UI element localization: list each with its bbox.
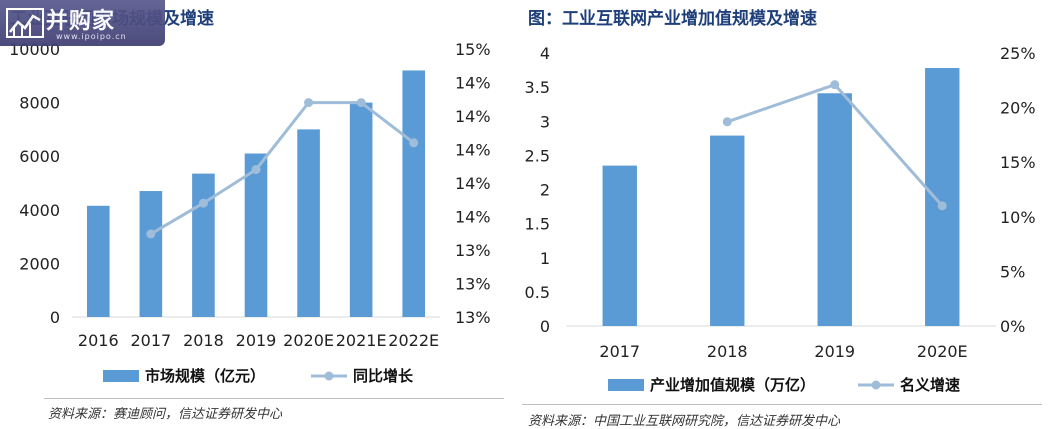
legend-line-label: 同比增长 [353, 367, 414, 385]
y-left-tick-label: 0.5 [525, 283, 550, 302]
bar-2021E [349, 102, 373, 317]
growth-point [146, 229, 156, 239]
y-right-tick-label: 13% [455, 275, 491, 294]
legend-line-marker [324, 371, 334, 381]
value-added-chart-panel: 图：工业互联网产业增加值规模及增速 0 0.5 1 1.5 2 2.5 3 3.5 4 0% 5% 1… [522, 0, 1055, 429]
y-right-tick-label: 13% [455, 308, 491, 327]
y-left-tick-label: 1 [540, 249, 550, 268]
x-tick-label: 2017 [130, 331, 171, 350]
source-divider [44, 398, 504, 399]
watermark-url: www.ipoipo.cn [56, 32, 127, 41]
bar-2016 [86, 205, 110, 317]
y-right-tick-label: 15% [1000, 153, 1036, 172]
x-tick-label: 2022E [388, 331, 439, 350]
watermark-text: 并购家 [46, 9, 116, 34]
y-right-tick-label: 13% [455, 241, 491, 260]
x-tick-label: 2016 [78, 331, 119, 350]
y-right-tick-label: 5% [1000, 262, 1025, 281]
y-left-tick-label: 2 [540, 181, 550, 200]
growth-point [304, 98, 314, 108]
x-tick-label: 2020E [917, 342, 968, 361]
x-tick-label: 2017 [599, 342, 640, 361]
bar-2019 [817, 93, 852, 326]
chart-title: 图：工业互联网产业增加值规模及增速 [528, 9, 817, 29]
bar-2020E [925, 68, 960, 326]
y-left-tick-label: 1.5 [525, 215, 550, 234]
y-left-tick-label: 2000 [19, 254, 60, 273]
y-left-tick-label: 8000 [19, 94, 60, 113]
legend-bar-swatch [608, 379, 644, 391]
y-left-tick-label: 2.5 [525, 146, 550, 165]
growth-point [830, 80, 840, 90]
legend-bar-label: 产业增加值规模（万亿） [650, 376, 815, 394]
market-size-chart: 020004000600080001000013%13%13%14%14%14%… [9, 40, 491, 385]
y-right-tick-label: 14% [455, 74, 491, 93]
x-tick-label: 2021E [336, 331, 387, 350]
chart-source: 资料来源：中国工业互联网研究院，信达证券研发中心 [528, 414, 841, 429]
y-right-tick-label: 14% [455, 141, 491, 160]
value-added-chart: 0 0.5 1 1.5 2 2.5 3 3.5 4 0% 5% 10% 15% 20% 25% 2017 201… [525, 44, 1036, 394]
y-left-tick-label: 3 [540, 112, 550, 131]
x-tick-label: 2018 [183, 331, 224, 350]
growth-point [722, 117, 732, 127]
y-right-tick-label: 0% [1000, 317, 1025, 336]
growth-point [251, 165, 261, 175]
growth-point [198, 198, 208, 208]
y-right-tick-label: 14% [455, 174, 491, 193]
y-right-tick-label: 20% [1000, 99, 1036, 118]
y-left-tick-label: 6000 [19, 147, 60, 166]
y-left-tick-label: 0 [540, 317, 550, 336]
y-left-tick-label: 4 [540, 44, 550, 63]
y-left-tick-label: 3.5 [525, 78, 550, 97]
source-divider [522, 404, 1042, 405]
growth-point [356, 98, 366, 108]
chart-logo-icon [6, 8, 44, 38]
bar-2020E [297, 129, 320, 317]
x-tick-label: 2018 [707, 342, 748, 361]
bar-2017 [139, 191, 163, 317]
growth-line [150, 101, 415, 236]
growth-point [937, 201, 947, 211]
bar-2018 [710, 135, 745, 326]
bar-2019 [244, 153, 268, 317]
y-right-tick-label: 15% [455, 40, 491, 59]
growth-point [409, 138, 419, 148]
bar-2017 [602, 165, 637, 326]
legend-line-marker [871, 380, 881, 390]
y-right-tick-label: 14% [455, 107, 491, 126]
bar-2022E [402, 70, 426, 317]
y-right-tick-label: 10% [1000, 208, 1036, 227]
bar-2018 [192, 173, 215, 317]
watermark-logo: 并购家 www.ipoipo.cn [0, 0, 165, 46]
x-tick-label: 2020E [283, 331, 334, 350]
legend-bar-label: 市场规模（亿元） [145, 367, 265, 385]
market-size-chart-panel: 工业互联网市场规模及增速 020004000600080001000013%13… [0, 0, 520, 428]
y-left-tick-label: 0 [50, 308, 60, 327]
legend-line-label: 名义增速 [900, 376, 960, 394]
y-left-tick-label: 4000 [19, 201, 60, 220]
x-tick-label: 2019 [236, 331, 277, 350]
chart-source: 资料来源：赛迪顾问，信达证券研发中心 [48, 407, 283, 422]
y-right-tick-label: 14% [455, 208, 491, 227]
x-tick-label: 2019 [814, 342, 855, 361]
y-right-tick-label: 25% [1000, 44, 1036, 63]
legend-bar-swatch [103, 370, 139, 382]
